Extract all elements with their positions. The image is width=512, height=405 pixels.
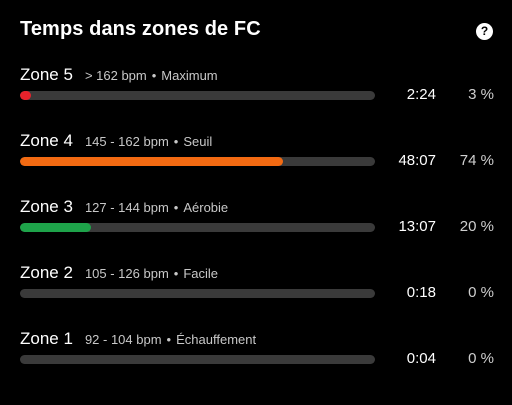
- zone-time: 0:04: [406, 350, 436, 367]
- zone-progress-track: [20, 157, 375, 166]
- zone-progress-track: [20, 223, 375, 232]
- zone-label: Aérobie: [183, 200, 229, 215]
- zone-meta: 145 - 162 bpm • Seuil: [85, 133, 212, 151]
- zone-row-2: Zone 2 105 - 126 bpm • Facile 0:18 0 %: [0, 263, 512, 323]
- zone-progress-fill: [20, 223, 91, 232]
- zone-meta: 127 - 144 bpm • Aérobie: [85, 199, 228, 217]
- zone-percent: 3 %: [468, 86, 494, 103]
- zone-time: 2:24: [406, 86, 436, 103]
- zone-percent: 74 %: [459, 152, 494, 169]
- zone-meta: 105 - 126 bpm • Facile: [85, 265, 218, 283]
- zone-percent: 0 %: [468, 350, 494, 367]
- zone-row-3: Zone 3 127 - 144 bpm • Aérobie 13:07 20 %: [0, 197, 512, 257]
- zone-label: Facile: [183, 266, 219, 281]
- separator-dot: •: [151, 68, 157, 83]
- question-icon[interactable]: ?: [476, 23, 493, 40]
- separator-dot: •: [173, 200, 179, 215]
- zone-range: 145 - 162 bpm: [84, 134, 169, 149]
- zone-name: Zone 4: [20, 131, 73, 150]
- zone-progress-track: [20, 91, 375, 100]
- zone-meta: > 162 bpm • Maximum: [85, 67, 218, 85]
- zone-time: 48:07: [398, 152, 436, 169]
- zone-name: Zone 2: [20, 263, 73, 282]
- card-title: Temps dans zones de FC: [20, 18, 261, 40]
- zone-progress-track: [20, 355, 375, 364]
- zone-label: Seuil: [183, 134, 213, 149]
- zone-name: Zone 3: [20, 197, 73, 216]
- zone-label: Échauffement: [176, 332, 257, 347]
- zone-row-4: Zone 4 145 - 162 bpm • Seuil 48:07 74 %: [0, 131, 512, 191]
- zone-range: 105 - 126 bpm: [84, 266, 169, 281]
- zone-progress-track: [20, 289, 375, 298]
- zone-progress-fill: [20, 91, 31, 100]
- zone-percent: 20 %: [459, 218, 494, 235]
- zone-range: > 162 bpm: [84, 68, 147, 83]
- separator-dot: •: [166, 332, 172, 347]
- zone-row-5: Zone 5 > 162 bpm • Maximum 2:24 3 %: [0, 65, 512, 125]
- zone-percent: 0 %: [468, 284, 494, 301]
- zone-meta: 92 - 104 bpm • Échauffement: [85, 331, 256, 349]
- zone-name: Zone 1: [20, 329, 73, 348]
- separator-dot: •: [173, 134, 179, 149]
- zone-time: 0:18: [406, 284, 436, 301]
- separator-dot: •: [173, 266, 179, 281]
- zone-range: 92 - 104 bpm: [84, 332, 162, 347]
- zone-label: Maximum: [161, 68, 218, 83]
- zone-range: 127 - 144 bpm: [84, 200, 169, 215]
- zone-time: 13:07: [398, 218, 436, 235]
- zone-name: Zone 5: [20, 65, 73, 84]
- zone-progress-fill: [20, 157, 283, 166]
- zone-row-1: Zone 1 92 - 104 bpm • Échauffement 0:04 0 …: [0, 329, 512, 389]
